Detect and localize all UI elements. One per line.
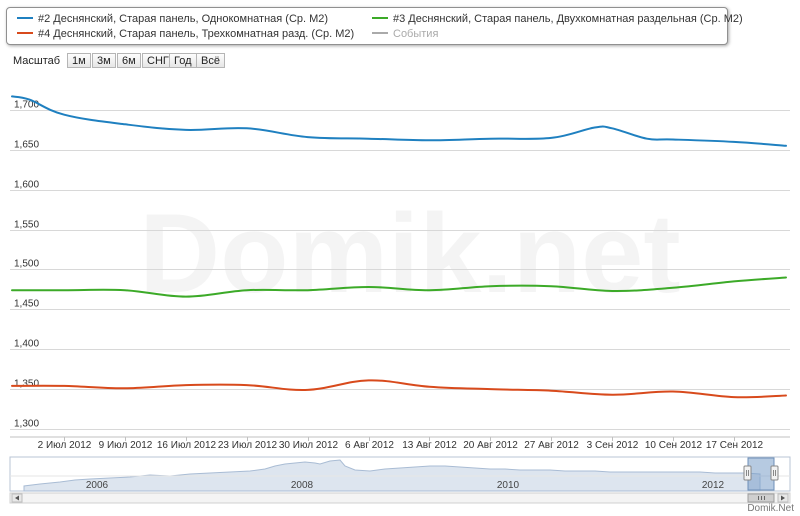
series-layer[interactable]	[11, 95, 787, 399]
navigator-year-label: 2006	[86, 480, 109, 491]
scrollbar[interactable]	[9, 492, 791, 504]
series-line-4[interactable]	[11, 379, 787, 399]
x-tick-label: 16 Июл 2012	[157, 440, 217, 451]
x-tick-label: 10 Сен 2012	[645, 440, 703, 451]
navigator-year-label: 2012	[702, 480, 725, 491]
legend-label: #4 Деснянский, Старая панель, Трехкомнат…	[38, 28, 355, 40]
y-tick-label: 1,700	[14, 100, 39, 111]
grid-lines	[10, 110, 790, 430]
legend-label: События	[393, 28, 439, 40]
legend-item-series-3[interactable]: #3 Деснянский, Старая панель, Двухкомнат…	[372, 12, 743, 26]
series-line-2[interactable]	[11, 95, 787, 147]
x-axis: 2 Июл 2012 9 Июл 2012 16 Июл 2012 23 Июл 20…	[38, 437, 764, 451]
y-tick-label: 1,400	[14, 339, 39, 350]
navigator-handle-left[interactable]	[743, 465, 752, 481]
x-tick-label: 17 Сен 2012	[706, 440, 764, 451]
series-2-swatch-icon	[17, 17, 33, 20]
navigator-handle-right-box[interactable]	[770, 465, 779, 481]
zoom-button-all[interactable]: Всё	[196, 53, 225, 68]
legend-label: #3 Деснянский, Старая панель, Двухкомнат…	[393, 13, 743, 25]
x-tick-label: 9 Июл 2012	[99, 440, 153, 451]
series-3-swatch-icon	[372, 17, 388, 20]
legend-item-series-2[interactable]: #2 Деснянский, Старая панель, Однокомнат…	[17, 12, 328, 26]
zoom-button-1m[interactable]: 1м	[67, 53, 91, 68]
y-tick-label: 1,650	[14, 140, 39, 151]
legend: #2 Деснянский, Старая панель, Однокомнат…	[6, 7, 743, 45]
scrollbar-track[interactable]	[9, 492, 791, 504]
y-tick-label: 1,450	[14, 299, 39, 310]
x-tick-label: 27 Авг 2012	[524, 440, 579, 451]
navigator-selection[interactable]	[747, 457, 775, 491]
y-axis: 1,300 1,350 1,400 1,450 1,500 1,550 1,600 1,650…	[14, 100, 39, 430]
events-swatch-icon	[372, 32, 388, 35]
legend-label: #2 Деснянский, Старая панель, Однокомнат…	[38, 13, 329, 25]
x-tick-label: 2 Июл 2012	[38, 440, 92, 451]
series-line-3[interactable]	[11, 276, 787, 298]
zoom-label: Масштаб	[13, 55, 61, 67]
y-tick-label: 1,550	[14, 220, 39, 231]
y-tick-label: 1,350	[14, 379, 39, 390]
legend-item-series-4[interactable]: #4 Деснянский, Старая панель, Трехкомнат…	[17, 27, 354, 41]
zoom-button-6m[interactable]: 6м	[117, 53, 141, 68]
navigator-year-label: 2010	[497, 480, 520, 491]
x-tick-label: 6 Авг 2012	[345, 440, 394, 451]
credits[interactable]: Domik.Net	[747, 503, 794, 514]
y-tick-label: 1,600	[14, 180, 39, 191]
navigator-year-label: 2008	[291, 480, 314, 491]
x-tick-label: 23 Июл 2012	[218, 440, 278, 451]
y-tick-label: 1,500	[14, 259, 39, 270]
zoom-button-3m[interactable]: 3м	[92, 53, 116, 68]
x-tick-label: 13 Авг 2012	[402, 440, 457, 451]
navigator-handle-left-box[interactable]	[743, 465, 752, 481]
legend-item-events[interactable]: События	[372, 27, 438, 41]
series-4-swatch-icon	[17, 32, 33, 35]
x-tick-label: 20 Авг 2012	[463, 440, 518, 451]
arrow-left-icon	[15, 495, 19, 501]
navigator[interactable]: 2006 2008 2010 2012	[9, 456, 791, 492]
watermark: Domik.net	[139, 191, 680, 316]
arrow-right-icon	[781, 495, 785, 501]
x-tick-label: 3 Сен 2012	[587, 440, 639, 451]
y-tick-label: 1,300	[14, 419, 39, 430]
x-tick-label: 30 Июл 2012	[279, 440, 339, 451]
navigator-handle-right[interactable]	[770, 465, 779, 481]
